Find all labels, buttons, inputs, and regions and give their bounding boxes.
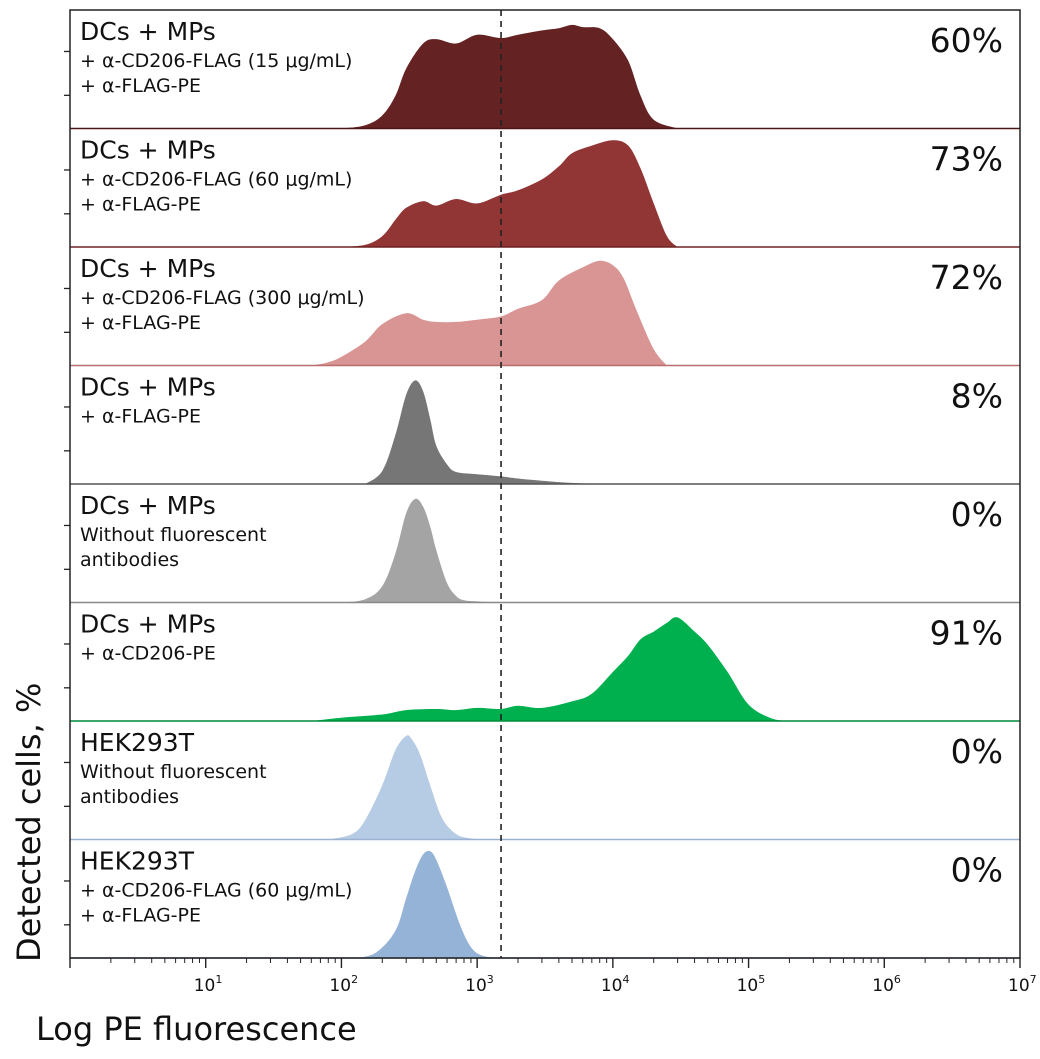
panel-subtitle: + α-CD206-FLAG (60 μg/mL) bbox=[80, 880, 352, 902]
histogram-area bbox=[70, 260, 1020, 366]
panel-percent: 91% bbox=[930, 614, 1003, 653]
x-tick-label: 104 bbox=[601, 973, 630, 996]
histogram-panel: DCs + MPs + α-CD206-FLAG (60 μg/mL) + α-FL… bbox=[64, 136, 1020, 248]
panel-subtitle: + α-FLAG-PE bbox=[80, 312, 201, 334]
panel-subtitle: Without fluorescent bbox=[80, 761, 267, 783]
x-axis-title: Log PE fluorescence bbox=[36, 1010, 357, 1048]
panel-title: DCs + MPs bbox=[80, 610, 216, 639]
panel-title: DCs + MPs bbox=[80, 254, 216, 283]
panels-layer: DCs + MPs + α-CD206-FLAG (15 μg/mL) + α-FL… bbox=[64, 17, 1020, 959]
histogram-panel: DCs + MPs + α-CD206-PE 91% bbox=[64, 610, 1020, 722]
x-tick-label: 101 bbox=[194, 973, 223, 996]
x-tick-label: 105 bbox=[737, 973, 766, 996]
panel-title: DCs + MPs bbox=[80, 136, 216, 165]
panel-subtitle: antibodies bbox=[80, 786, 179, 808]
panel-percent: 60% bbox=[930, 21, 1003, 60]
histogram-panel: DCs + MPs + α-CD206-FLAG (300 μg/mL) + α-F… bbox=[64, 254, 1020, 367]
panel-title: DCs + MPs bbox=[80, 17, 216, 46]
plot-frame bbox=[69, 9, 1021, 959]
panel-subtitle: Without fluorescent bbox=[80, 524, 267, 546]
panel-percent: 72% bbox=[930, 258, 1003, 297]
panel-title: HEK293T bbox=[80, 728, 195, 757]
panel-subtitle: + α-CD206-FLAG (60 μg/mL) bbox=[80, 169, 352, 191]
panel-subtitle: + α-FLAG-PE bbox=[80, 406, 201, 428]
histogram-area bbox=[70, 735, 1020, 840]
panel-subtitle: + α-CD206-FLAG (300 μg/mL) bbox=[80, 287, 365, 309]
panel-percent: 8% bbox=[951, 377, 1003, 416]
panel-subtitle: + α-CD206-PE bbox=[80, 643, 216, 665]
histogram-panel: HEK293T + α-CD206-FLAG (60 μg/mL) + α-FLAG… bbox=[64, 847, 1020, 959]
panel-title: DCs + MPs bbox=[80, 373, 216, 402]
panel-subtitle: + α-FLAG-PE bbox=[80, 75, 201, 97]
histogram-area bbox=[70, 140, 1020, 247]
x-tick-label: 103 bbox=[465, 973, 494, 996]
histogram-panel: DCs + MPs + α-CD206-FLAG (15 μg/mL) + α-FL… bbox=[64, 17, 1020, 130]
panel-title: HEK293T bbox=[80, 847, 195, 876]
panel-subtitle: antibodies bbox=[80, 549, 179, 571]
x-tick-label: 106 bbox=[872, 973, 901, 996]
x-axis: 101 102 103 104 105 106 107 bbox=[69, 958, 1037, 996]
histogram-area bbox=[70, 24, 1020, 129]
panel-percent: 0% bbox=[951, 495, 1003, 534]
panel-title: DCs + MPs bbox=[80, 491, 216, 520]
x-tick-label: 107 bbox=[1008, 973, 1037, 996]
x-tick-label: 102 bbox=[329, 973, 358, 996]
histogram-area bbox=[70, 850, 1020, 958]
panel-subtitle: + α-FLAG-PE bbox=[80, 905, 201, 927]
panel-subtitle: + α-CD206-FLAG (15 μg/mL) bbox=[80, 50, 352, 72]
panel-percent: 0% bbox=[951, 851, 1003, 890]
panel-percent: 0% bbox=[951, 732, 1003, 771]
panel-subtitle: + α-FLAG-PE bbox=[80, 194, 201, 216]
histogram-panel: HEK293T Without fluorescent antibodies 0% bbox=[64, 728, 1020, 841]
histogram-panel: DCs + MPs + α-FLAG-PE 8% bbox=[64, 373, 1020, 485]
panel-percent: 73% bbox=[930, 140, 1003, 179]
y-axis-title: Detected cells, % bbox=[10, 683, 48, 962]
histogram-panel: DCs + MPs Without fluorescent antibodies 0% bbox=[64, 491, 1020, 604]
